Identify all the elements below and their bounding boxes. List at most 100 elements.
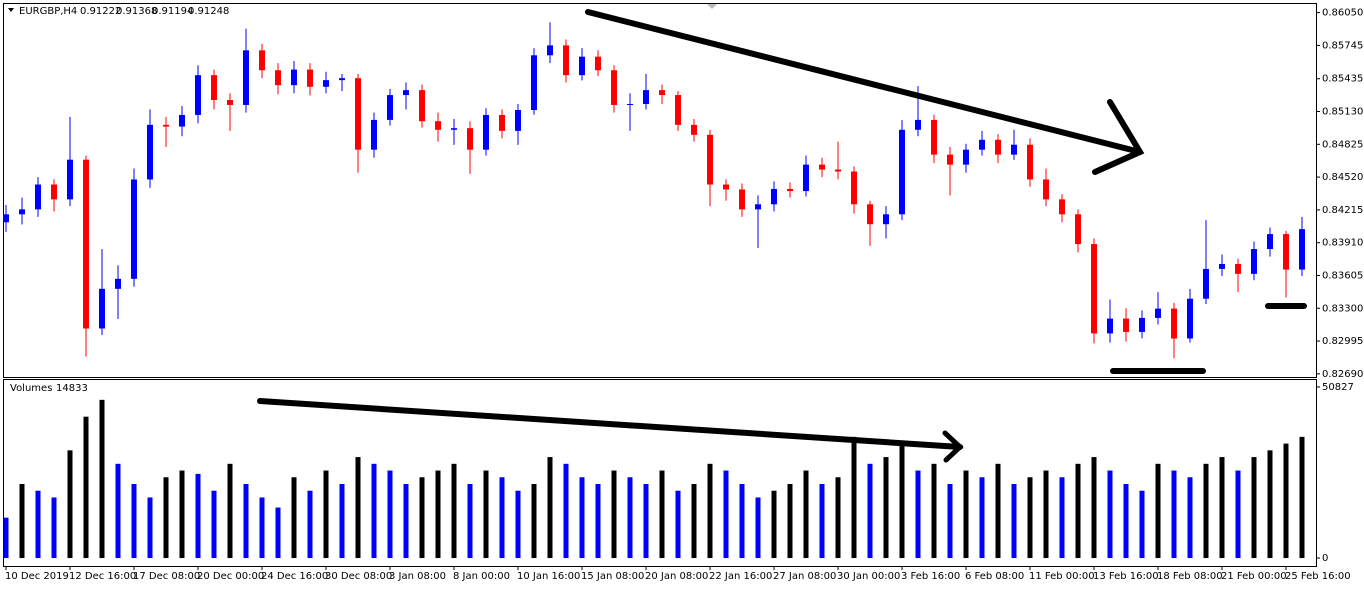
y-tick-label: 0.82995	[1322, 336, 1363, 347]
volume-bar	[67, 450, 73, 559]
x-tick-label: 22 Jan 16:00	[709, 571, 772, 582]
volume-bar	[675, 490, 681, 559]
arrow-head	[1092, 99, 1145, 175]
candle-body	[467, 128, 473, 150]
x-tick-label: 10 Dec 2019	[5, 571, 69, 582]
candle-body	[611, 70, 617, 105]
volume-bar	[259, 497, 265, 559]
x-tick-label: 27 Jan 08:00	[773, 571, 836, 582]
candle-body	[1235, 263, 1241, 274]
marks: 0.86050 0.85745 0.85435 0.85130 0.84825 0.845…	[3, 8, 1363, 582]
candle-body	[1187, 298, 1193, 339]
volume-bar	[835, 477, 841, 559]
candle-body	[915, 119, 921, 130]
y-tick-label: 0.83300	[1322, 303, 1363, 314]
x-tick-label: 12 Dec 16:00	[69, 571, 136, 582]
candle-body	[243, 50, 249, 105]
candle-body	[131, 179, 137, 279]
volume-bar	[659, 470, 665, 559]
candle-body	[1267, 234, 1273, 250]
volume-bar	[1011, 483, 1017, 559]
volume-bar	[515, 490, 521, 559]
volume-bar	[1299, 436, 1305, 559]
candle-body	[819, 164, 825, 170]
candle-body	[1043, 179, 1049, 200]
volume-bar	[531, 483, 537, 559]
y-tick-label: 0.84215	[1322, 205, 1363, 216]
candle-body	[707, 134, 713, 185]
volume-bar	[1235, 470, 1241, 559]
candle-body	[675, 95, 681, 125]
candle-body	[1027, 144, 1033, 180]
x-tick-label: 10 Jan 16:00	[517, 571, 580, 582]
candle-body	[979, 139, 985, 150]
volume-bar	[419, 477, 425, 559]
candle-body	[419, 90, 425, 122]
volume-bar	[643, 483, 649, 559]
candle-body	[899, 129, 905, 215]
candle-body	[1139, 317, 1145, 332]
candle-body	[1107, 318, 1113, 334]
y-tick-label: 0.85745	[1322, 40, 1363, 51]
volume-bar	[371, 463, 377, 559]
volume-bar	[611, 470, 617, 559]
volume-bar	[1139, 490, 1145, 559]
volume-bar	[915, 470, 921, 559]
candle-body	[739, 189, 745, 210]
x-tick-label: 20 Jan 08:00	[645, 571, 708, 582]
x-tick-label: 17 Dec 08:00	[133, 571, 200, 582]
volume-bar	[35, 490, 41, 559]
volume-bar	[499, 477, 505, 559]
y-tick-label: 0.82690	[1322, 369, 1363, 380]
volume-bar	[547, 457, 553, 559]
volume-bar	[339, 483, 345, 559]
candle-body	[19, 209, 25, 215]
volume-bar	[979, 477, 985, 559]
x-tick-label: 20 Dec 00:00	[197, 571, 264, 582]
menu-arrow[interactable]	[8, 8, 14, 12]
candle-body	[1123, 318, 1129, 332]
candle-body	[275, 70, 281, 86]
volume-bar	[3, 517, 9, 559]
candle-body	[195, 75, 201, 115]
volume-bar	[483, 470, 489, 559]
volume-bar	[691, 483, 697, 559]
candle-body	[867, 204, 873, 225]
x-tick-label: 24 Dec 16:00	[261, 571, 328, 582]
candle-body	[963, 149, 969, 165]
candle-body	[435, 121, 441, 130]
candle-body	[51, 184, 57, 200]
volume-bar	[595, 483, 601, 559]
candle-body	[1091, 244, 1097, 334]
volume-bar	[163, 477, 169, 559]
volume-title: Volumes	[10, 383, 52, 394]
candle-body	[35, 184, 41, 210]
volume-bar	[707, 463, 713, 559]
candle-body	[323, 80, 329, 87]
volume-bar	[1187, 477, 1193, 559]
y-tick-label: 50827	[1322, 382, 1354, 393]
volume-bar	[1251, 457, 1257, 559]
y-tick-label: 0.84520	[1322, 172, 1363, 183]
candle-body	[883, 214, 889, 225]
volume-bar	[1123, 483, 1129, 559]
candle-body	[355, 78, 361, 150]
volume-bar	[1155, 463, 1161, 559]
candle-body	[595, 56, 601, 71]
candle-body	[483, 114, 489, 150]
candle-body	[1283, 234, 1289, 270]
x-tick-label: 3 Feb 16:00	[901, 571, 960, 582]
y-tick-label: 0.83910	[1322, 238, 1363, 249]
volume-bar	[307, 490, 313, 559]
volume-bar	[723, 470, 729, 559]
volume-bar	[851, 436, 857, 559]
candle-body	[547, 45, 553, 56]
header-value: 0.91222	[80, 6, 121, 17]
y-tick-label: 0	[1322, 553, 1328, 564]
y-tick-label: 0.83605	[1322, 270, 1363, 281]
volume-bar	[931, 463, 937, 559]
candle-body	[403, 90, 409, 96]
volume-bar	[627, 477, 633, 559]
candle-body	[1155, 308, 1161, 318]
